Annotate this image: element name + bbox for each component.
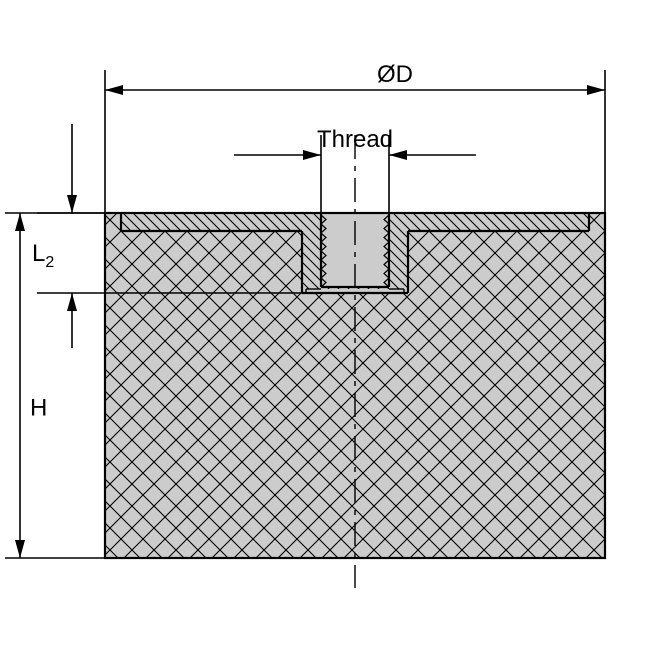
dim-label-l2: L2: [32, 240, 54, 271]
bobbin-section-diagram: ØD Thread L2 H: [0, 0, 670, 670]
dim-label-h: H: [30, 395, 47, 422]
dim-label-d: ØD: [377, 61, 413, 88]
dim-label-thread: Thread: [317, 126, 393, 153]
